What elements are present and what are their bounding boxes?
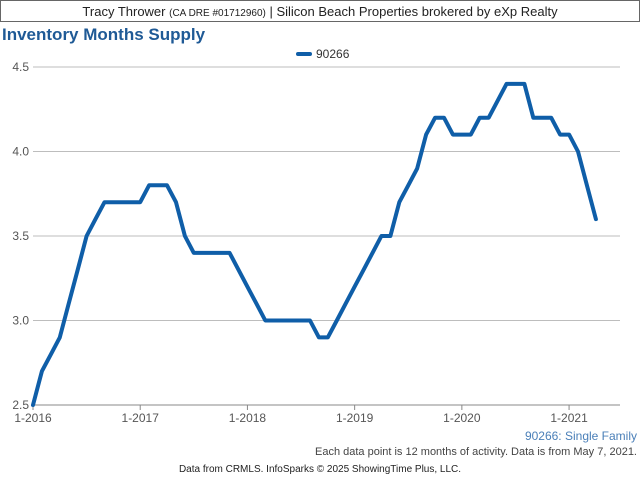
agent-name: Tracy Thrower xyxy=(82,4,166,19)
chart-subtitle: 90266: Single Family xyxy=(524,429,637,443)
legend-label: 90266 xyxy=(316,47,350,61)
y-tick-label: 3.5 xyxy=(12,229,29,243)
header-bar: Tracy Thrower (CA DRE #01712960) | Silic… xyxy=(0,0,640,22)
y-tick-label: 3.0 xyxy=(12,314,29,328)
chart-title: Inventory Months Supply xyxy=(2,25,206,44)
brokerage-name: | Silicon Beach Properties brokered by e… xyxy=(269,4,558,19)
chart-legend[interactable]: 90266 xyxy=(296,47,349,61)
series-line xyxy=(31,81,598,407)
x-tick-label: 1-2018 xyxy=(229,411,267,425)
y-tick-label: 2.5 xyxy=(12,398,29,412)
x-tick-label: 1-2017 xyxy=(122,411,160,425)
y-tick-label: 4.5 xyxy=(12,60,29,74)
license-number: (CA DRE #01712960) xyxy=(169,8,266,19)
data-note: Each data point is 12 months of activity… xyxy=(314,446,637,458)
x-tick-label: 1-2020 xyxy=(443,411,481,425)
x-tick-label: 1-2016 xyxy=(14,411,52,425)
y-tick-label: 4.0 xyxy=(12,145,29,159)
x-tick-label: 1-2019 xyxy=(336,411,374,425)
x-tick-label: 1-2021 xyxy=(550,411,588,425)
legend-swatch xyxy=(296,52,312,56)
footer-credit: Data from CRMLS. InfoSparks © 2025 Showi… xyxy=(178,464,462,475)
